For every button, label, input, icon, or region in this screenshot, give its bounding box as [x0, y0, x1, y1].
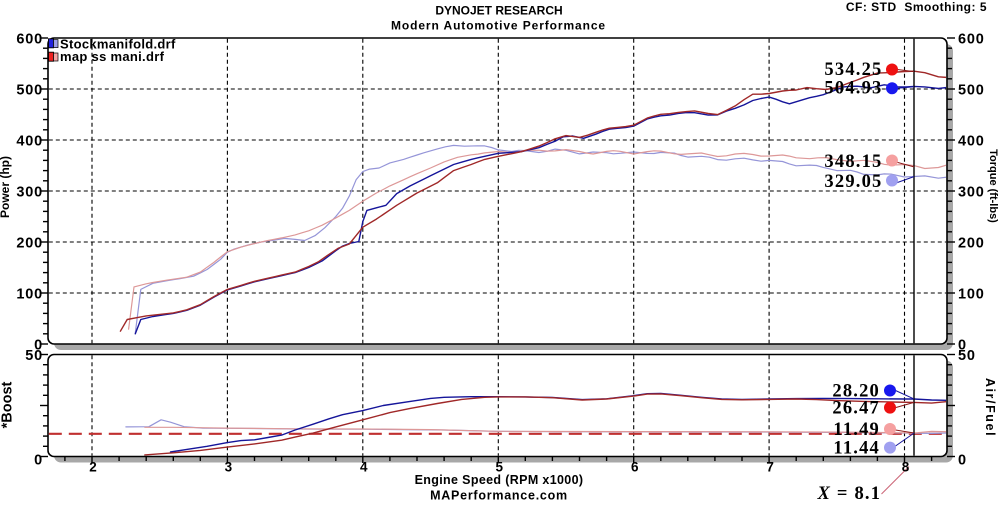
svg-text:348.15: 348.15 [824, 152, 882, 172]
svg-text:100: 100 [16, 287, 43, 303]
svg-text:0: 0 [958, 453, 967, 469]
svg-text:Engine Speed (RPM x1000): Engine Speed (RPM x1000) [415, 473, 584, 487]
svg-text:400: 400 [16, 134, 43, 150]
svg-text:X = 8.1: X = 8.1 [817, 484, 882, 504]
svg-text:50: 50 [25, 348, 43, 364]
svg-text:504.93: 504.93 [824, 79, 882, 99]
svg-text:0: 0 [34, 338, 43, 354]
svg-text:Modern Automotive Performance: Modern Automotive Performance [391, 19, 606, 33]
svg-text:28.20: 28.20 [832, 382, 880, 402]
svg-text:3: 3 [225, 460, 233, 475]
svg-text:DYNOJET RESEARCH: DYNOJET RESEARCH [435, 3, 562, 17]
svg-text:26.47: 26.47 [832, 399, 880, 419]
svg-text:600: 600 [16, 32, 43, 48]
svg-text:400: 400 [958, 134, 985, 150]
svg-text:11.44: 11.44 [833, 439, 880, 459]
svg-text:100: 100 [958, 287, 985, 303]
svg-text:Power (hp): Power (hp) [0, 156, 12, 218]
svg-text:50: 50 [958, 348, 976, 364]
svg-text:8: 8 [902, 460, 910, 475]
svg-text:CF: STD Smoothing: 5: CF: STD Smoothing: 5 [846, 0, 987, 14]
svg-text:11.49: 11.49 [833, 420, 880, 440]
svg-text:4: 4 [360, 460, 368, 475]
svg-text:5: 5 [496, 460, 504, 475]
svg-text:*Boost: *Boost [0, 381, 16, 428]
svg-text:300: 300 [16, 185, 43, 201]
svg-text:0: 0 [958, 338, 967, 354]
svg-text:7: 7 [766, 460, 774, 475]
svg-text:0: 0 [34, 453, 43, 469]
svg-text:6: 6 [631, 460, 639, 475]
svg-text:300: 300 [958, 185, 985, 201]
svg-text:500: 500 [16, 83, 43, 99]
svg-text:600: 600 [958, 32, 985, 48]
svg-text:500: 500 [958, 83, 985, 99]
svg-text:534.25: 534.25 [824, 60, 882, 80]
svg-text:MAPerformance.com: MAPerformance.com [430, 489, 568, 503]
svg-text:map ss mani.drf: map ss mani.drf [60, 49, 165, 64]
svg-text:Air/Fuel: Air/Fuel [983, 378, 997, 437]
svg-text:200: 200 [16, 236, 43, 252]
svg-text:Stockmanifold.drf: Stockmanifold.drf [60, 36, 176, 51]
svg-text:200: 200 [958, 236, 985, 252]
svg-text:2: 2 [89, 460, 97, 475]
svg-text:Torque (ft-lbs): Torque (ft-lbs) [987, 149, 998, 223]
svg-text:329.05: 329.05 [824, 172, 882, 192]
